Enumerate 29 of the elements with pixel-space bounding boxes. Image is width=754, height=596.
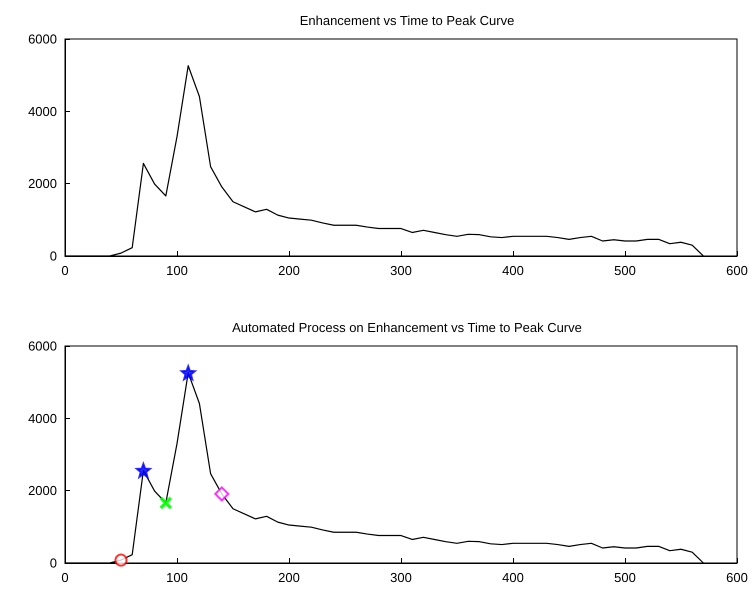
x-tick-label: 600 xyxy=(726,263,748,278)
x-tick-label: 600 xyxy=(726,570,748,585)
chart-title: Automated Process on Enhancement vs Time to Peak Curve xyxy=(232,320,582,335)
x-tick-label: 500 xyxy=(614,263,636,278)
x-tick-label: 200 xyxy=(278,570,300,585)
x-tick-label: 500 xyxy=(614,570,636,585)
point xyxy=(214,486,230,502)
x-tick-label: 100 xyxy=(166,263,188,278)
x-tick-label: 300 xyxy=(390,263,412,278)
y-tick-label: 2000 xyxy=(28,483,57,498)
x-tick-label: 0 xyxy=(61,570,69,585)
x-tick-label: 200 xyxy=(278,263,300,278)
point xyxy=(160,496,172,509)
x-tick-label: 400 xyxy=(502,570,524,585)
y-tick-label: 4000 xyxy=(28,104,57,119)
y-tick-label: 6000 xyxy=(28,32,57,46)
y-tick-label: 4000 xyxy=(28,410,57,426)
x-tick-label: 0 xyxy=(61,263,69,278)
y-tick-label: 2000 xyxy=(28,176,57,192)
chart-title: Enhancement vs Time to Peak Curve xyxy=(300,13,514,28)
x-tick-label: 100 xyxy=(166,570,188,585)
point xyxy=(180,365,196,380)
point xyxy=(114,554,128,567)
y-tick-label: 6000 xyxy=(28,338,57,354)
point xyxy=(136,462,151,478)
y-tick-label: 0 xyxy=(50,556,57,570)
x-tick-label: 300 xyxy=(390,570,412,585)
y-tick-label: 0 xyxy=(50,248,57,264)
x-tick-label: 400 xyxy=(502,263,524,278)
